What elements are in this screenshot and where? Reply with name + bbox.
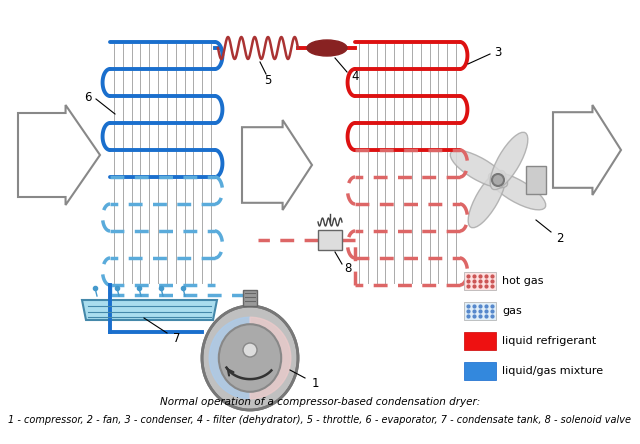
Bar <box>464 332 496 350</box>
Polygon shape <box>82 300 217 320</box>
Text: 2: 2 <box>556 231 564 245</box>
Bar <box>526 166 546 194</box>
Text: 7: 7 <box>173 332 180 345</box>
Bar <box>464 362 496 380</box>
Bar <box>318 230 342 250</box>
Text: 6: 6 <box>84 91 92 103</box>
Text: 5: 5 <box>264 74 272 87</box>
Circle shape <box>243 343 257 357</box>
Ellipse shape <box>219 324 281 392</box>
Text: 4: 4 <box>351 70 359 83</box>
Polygon shape <box>242 120 312 210</box>
Polygon shape <box>553 105 621 195</box>
Text: gas: gas <box>502 306 522 316</box>
Text: Normal operation of a compressor-based condensation dryer:: Normal operation of a compressor-based c… <box>160 397 480 407</box>
Text: 8: 8 <box>344 262 352 274</box>
Ellipse shape <box>488 172 546 210</box>
Bar <box>464 272 496 290</box>
Ellipse shape <box>468 170 506 228</box>
Bar <box>464 302 496 320</box>
Text: liquid/gas mixture: liquid/gas mixture <box>502 366 603 376</box>
Text: 3: 3 <box>494 45 502 59</box>
Wedge shape <box>250 317 291 399</box>
Bar <box>243 290 257 306</box>
Circle shape <box>492 174 504 186</box>
Ellipse shape <box>307 40 347 56</box>
Ellipse shape <box>202 306 298 410</box>
Ellipse shape <box>490 132 528 190</box>
Text: hot gas: hot gas <box>502 276 543 286</box>
Wedge shape <box>209 317 250 399</box>
Text: 1 - compressor, 2 - fan, 3 - condenser, 4 - filter (dehydrator), 5 - throttle, 6: 1 - compressor, 2 - fan, 3 - condenser, … <box>8 415 632 425</box>
Ellipse shape <box>451 150 508 188</box>
Polygon shape <box>18 105 100 205</box>
Text: 1: 1 <box>311 377 319 389</box>
Text: liquid refrigerant: liquid refrigerant <box>502 336 596 346</box>
